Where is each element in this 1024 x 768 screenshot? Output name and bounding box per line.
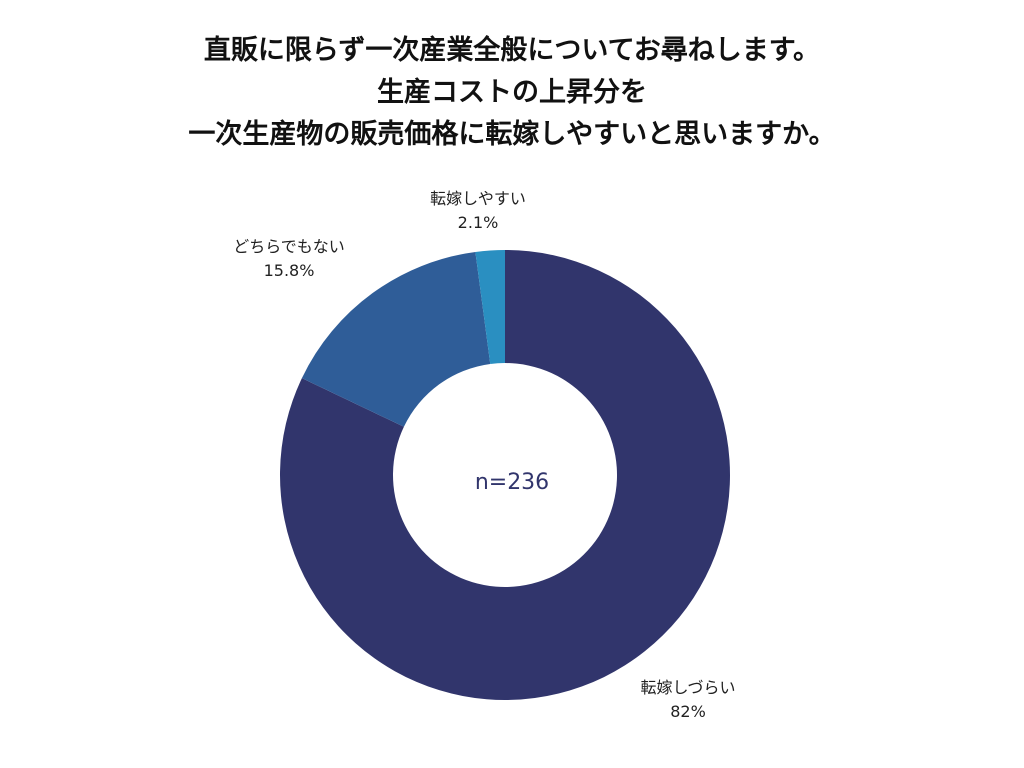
title-line-1: 直販に限らず一次産業全般についてお尋ねします。 [203, 35, 821, 66]
title-line-3: 一次生産物の販売価格に転嫁しやすいと思いますか。 [188, 119, 836, 150]
sample-size-label: n=236 [475, 470, 549, 495]
slice-1-name-label: 転嫁しづらい [640, 678, 735, 697]
slice-2-value-label: 15.8% [264, 261, 315, 280]
title-line-2: 生産コストの上昇分を [377, 77, 647, 108]
slice-3-name-label: 転嫁しやすい [430, 189, 526, 208]
labels-group: 転嫁しづらい 82% どちらでもない 15.8% 転嫁しやすい 2.1% [233, 189, 735, 721]
chart-title: 直販に限らず一次産業全般についてお尋ねします。 生産コストの上昇分を 一次生産物… [0, 30, 1024, 156]
slices-group [280, 250, 731, 700]
slice-1-value-label: 82% [670, 702, 706, 721]
slice-3-value-label: 2.1% [458, 213, 499, 232]
slice-1 [280, 250, 731, 700]
slice-3 [475, 250, 505, 364]
slice-2 [301, 251, 491, 427]
slice-2-name-label: どちらでもない [233, 237, 345, 256]
